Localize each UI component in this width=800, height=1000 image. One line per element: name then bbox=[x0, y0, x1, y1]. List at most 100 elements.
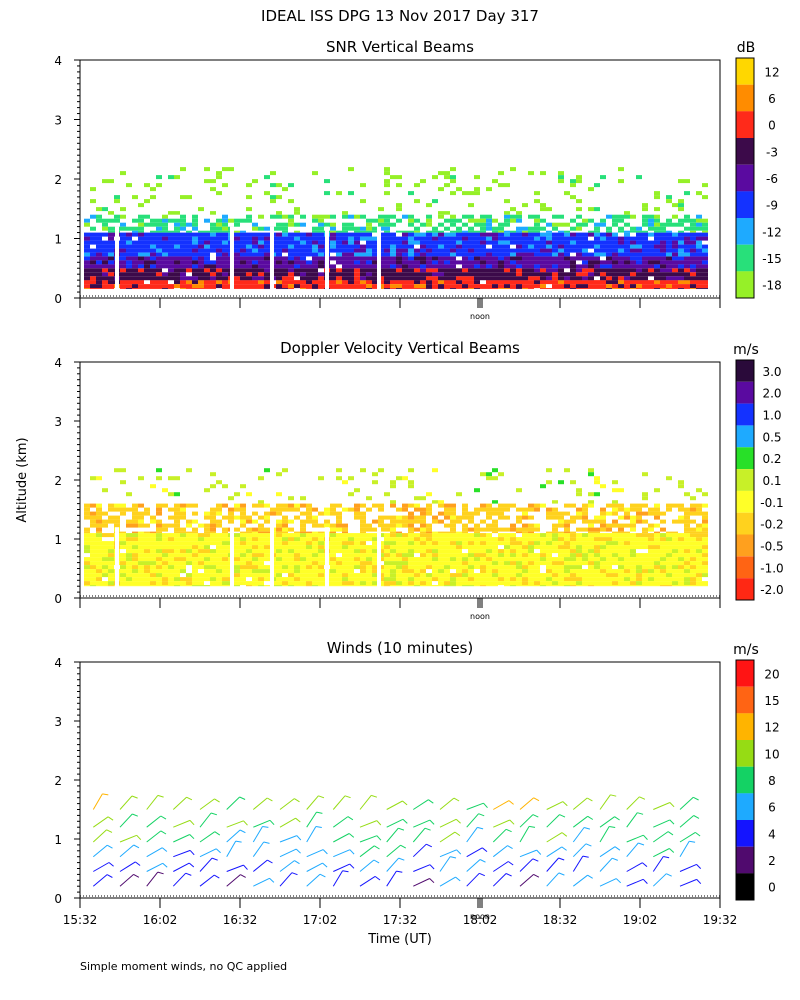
heatmap-cell bbox=[330, 541, 336, 546]
heatmap-cell bbox=[456, 244, 462, 249]
heatmap-cell bbox=[684, 260, 690, 265]
heatmap-cell bbox=[672, 561, 678, 566]
heatmap-cell bbox=[636, 515, 642, 520]
heatmap-cell bbox=[216, 541, 222, 546]
heatmap-cell bbox=[666, 252, 672, 257]
heatmap-cell bbox=[582, 276, 588, 281]
heatmap-cell bbox=[576, 272, 582, 277]
heatmap-cell bbox=[156, 561, 162, 566]
heatmap-cell bbox=[240, 240, 246, 245]
heatmap-cell bbox=[666, 507, 672, 512]
wind-barb bbox=[252, 826, 263, 843]
heatmap-cell bbox=[180, 549, 186, 554]
heatmap-cell bbox=[102, 561, 108, 566]
wind-barb bbox=[626, 834, 644, 843]
heatmap-cell bbox=[360, 248, 366, 253]
heatmap-cell bbox=[420, 240, 426, 245]
heatmap-cell bbox=[654, 569, 660, 574]
heatmap-cell bbox=[294, 581, 300, 586]
heatmap-cell bbox=[648, 226, 654, 231]
heatmap-cell bbox=[624, 541, 630, 546]
heatmap-cell bbox=[168, 537, 174, 542]
heatmap-cell bbox=[450, 561, 456, 566]
y-tick-label: 3 bbox=[54, 415, 62, 429]
wind-barb-flag bbox=[344, 795, 351, 799]
heatmap-cell bbox=[492, 236, 498, 241]
heatmap-cell bbox=[186, 581, 192, 586]
heatmap-cell bbox=[348, 553, 354, 558]
heatmap-cell bbox=[126, 549, 132, 554]
heatmap-cell bbox=[210, 284, 216, 289]
heatmap-cell bbox=[564, 260, 570, 265]
heatmap-cell bbox=[222, 284, 228, 289]
heatmap-cell bbox=[96, 507, 102, 512]
heatmap-cell bbox=[282, 531, 288, 534]
wind-barb-flag bbox=[536, 849, 542, 855]
heatmap-cell bbox=[492, 573, 498, 578]
heatmap-cell bbox=[366, 280, 372, 285]
heatmap-cell bbox=[390, 288, 396, 290]
heatmap-cell bbox=[444, 236, 450, 241]
heatmap-cell bbox=[540, 573, 546, 578]
heatmap-cell bbox=[252, 577, 258, 582]
heatmap-cell bbox=[222, 214, 228, 219]
heatmap-cell bbox=[618, 288, 624, 290]
heatmap-cell bbox=[552, 527, 558, 532]
heatmap-cell bbox=[120, 222, 126, 227]
heatmap-cell bbox=[234, 585, 240, 587]
heatmap-cell bbox=[174, 531, 180, 534]
wind-barb-flag bbox=[132, 813, 138, 817]
heatmap-cell bbox=[252, 573, 258, 578]
colorbar-segment bbox=[736, 58, 754, 85]
wind-barb bbox=[199, 812, 212, 828]
heatmap-cell bbox=[618, 280, 624, 285]
wind-barb-flag bbox=[347, 816, 354, 821]
heatmap-cell bbox=[204, 268, 210, 273]
wind-barb-flag bbox=[374, 875, 381, 881]
heatmap-cell bbox=[486, 272, 492, 277]
heatmap-cell bbox=[246, 492, 252, 497]
heatmap-cell bbox=[432, 533, 438, 538]
heatmap-cell bbox=[258, 288, 264, 290]
heatmap-cell bbox=[594, 561, 600, 566]
heatmap-cell bbox=[552, 531, 558, 534]
wind-barb-flag bbox=[157, 871, 164, 875]
heatmap-cell bbox=[498, 260, 504, 265]
heatmap-cell bbox=[360, 537, 366, 542]
heatmap-cell bbox=[108, 549, 114, 554]
heatmap-cell bbox=[552, 260, 558, 265]
heatmap-cell bbox=[426, 232, 432, 237]
heatmap-cell bbox=[342, 214, 348, 219]
heatmap-cell bbox=[504, 565, 510, 570]
heatmap-cell bbox=[234, 222, 240, 227]
heatmap-cell bbox=[360, 581, 366, 586]
heatmap-cell bbox=[618, 260, 624, 265]
heatmap-cell bbox=[150, 545, 156, 550]
heatmap-cell bbox=[360, 545, 366, 550]
heatmap-cell bbox=[456, 232, 462, 237]
heatmap-cell bbox=[252, 222, 258, 227]
heatmap-cell bbox=[432, 468, 438, 473]
heatmap-cell bbox=[408, 284, 414, 289]
heatmap-cell bbox=[684, 268, 690, 273]
heatmap-cell bbox=[552, 585, 558, 587]
heatmap-cell bbox=[444, 569, 450, 574]
heatmap-cell bbox=[492, 561, 498, 566]
heatmap-cell bbox=[480, 236, 486, 241]
heatmap-cell bbox=[588, 537, 594, 542]
heatmap-cell bbox=[558, 264, 564, 269]
heatmap-cell bbox=[96, 573, 102, 578]
heatmap-cell bbox=[174, 268, 180, 273]
heatmap-cell bbox=[108, 264, 114, 269]
heatmap-cell bbox=[474, 511, 480, 516]
heatmap-cell bbox=[672, 503, 678, 508]
heatmap-cell bbox=[582, 252, 588, 257]
heatmap-cell bbox=[666, 280, 672, 285]
heatmap-cell bbox=[282, 468, 288, 473]
heatmap-cell bbox=[672, 284, 678, 289]
heatmap-cell bbox=[564, 561, 570, 566]
heatmap-cell bbox=[240, 218, 246, 223]
heatmap-cell bbox=[504, 515, 510, 520]
heatmap-cell bbox=[150, 272, 156, 277]
heatmap-cell bbox=[444, 581, 450, 586]
